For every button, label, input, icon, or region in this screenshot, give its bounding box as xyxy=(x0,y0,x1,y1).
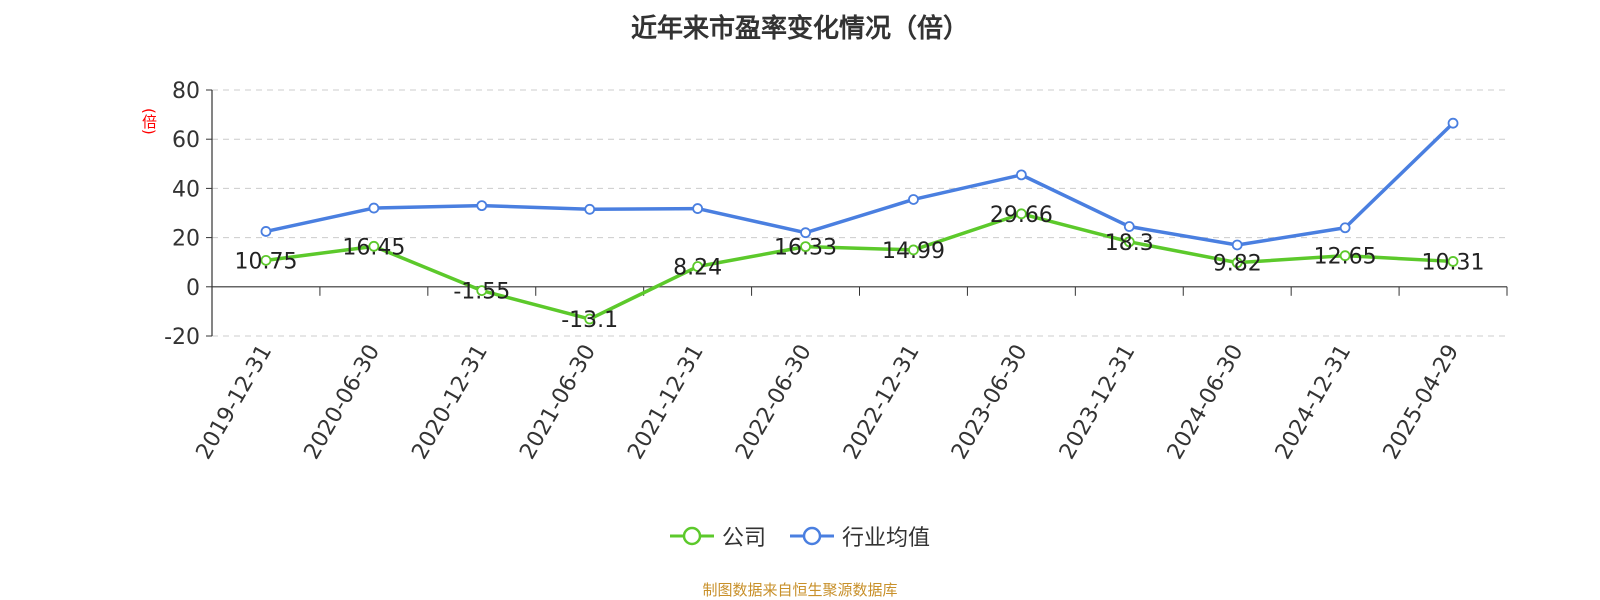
data-point-company xyxy=(908,244,919,256)
axes: -20 0 20 40 60 80 2019-12-31 2020-06-30 2020-12-… xyxy=(164,79,1508,464)
grid-lines xyxy=(212,89,1507,337)
data-point-company xyxy=(260,254,272,266)
x-tick-label: 2020-12-31 xyxy=(407,340,493,463)
data-label-company: 10.31 xyxy=(1422,250,1485,275)
data-point-company xyxy=(692,261,704,272)
x-tick-label: 2021-06-30 xyxy=(515,341,601,464)
x-tick-label: 2025-04-29 xyxy=(1379,341,1465,464)
y-axis-unit-label: (倍) xyxy=(140,108,158,135)
legend-item-company[interactable]: 公司 xyxy=(669,520,766,552)
series-lines xyxy=(260,117,1459,325)
data-point-company xyxy=(1123,236,1135,248)
data-point-company xyxy=(1231,257,1243,269)
data-label-company: -13.1 xyxy=(561,308,618,333)
y-tick-label: -20 xyxy=(164,325,200,350)
x-tick-label: 2022-06-30 xyxy=(731,341,817,464)
data-point-industry-average xyxy=(368,202,380,214)
chart-canvas: -20 0 20 40 60 80 2019-12-31 2020-06-30 2020-12-… xyxy=(164,79,1508,464)
x-tick-label: 2020-06-30 xyxy=(299,341,385,464)
legend-company-marker-icon xyxy=(669,526,714,546)
data-label-company: -1.55 xyxy=(453,280,510,305)
legend: 公司 行业均值 xyxy=(0,520,1600,552)
data-point-industry-average xyxy=(800,227,811,239)
data-point-company xyxy=(584,313,596,325)
data-label-company: 16.45 xyxy=(342,235,405,260)
chart-title: 近年来市盈率变化情况（倍） xyxy=(630,14,969,44)
y-tick-label: 0 xyxy=(186,276,200,301)
x-tick-label: 2019-12-31 xyxy=(192,341,278,464)
x-tick-label: 2024-12-31 xyxy=(1271,341,1357,464)
data-point-company xyxy=(476,285,488,297)
data-point-industry-average xyxy=(476,200,488,212)
data-point-industry-average xyxy=(1123,221,1135,232)
data-label-company: 18.3 xyxy=(1105,231,1154,256)
legend-industry-marker-icon xyxy=(790,526,834,546)
data-point-industry-average xyxy=(260,226,272,237)
data-labels: 10.75 16.45 -1.55 -13.1 8.24 16.33 14.99 29.66 1… xyxy=(234,203,1484,333)
x-tick-label: 2023-06-30 xyxy=(947,341,1033,464)
data-label-company: 9.82 xyxy=(1213,252,1262,277)
y-tick-label: 20 xyxy=(172,227,200,252)
x-tick-label: 2023-12-31 xyxy=(1055,341,1141,464)
y-tick-label: 60 xyxy=(172,128,200,153)
data-label-company: 16.33 xyxy=(774,236,837,261)
series-line-industry-average xyxy=(265,121,1455,247)
x-tick-label: 2021-12-31 xyxy=(623,341,709,464)
legend-label-company: 公司 xyxy=(721,526,766,551)
x-tick-label: 2022-12-31 xyxy=(839,340,925,463)
legend-label-industry-average: 行业均值 xyxy=(842,526,931,551)
data-point-industry-average xyxy=(584,203,596,215)
legend-item-industry-average[interactable]: 行业均值 xyxy=(790,520,930,552)
data-point-company xyxy=(1447,256,1459,267)
y-tick-label: 80 xyxy=(172,79,200,104)
data-point-industry-average xyxy=(1015,169,1027,181)
data-label-company: 12.65 xyxy=(1314,245,1377,270)
y-tick-label: 40 xyxy=(172,177,200,202)
data-label-company: 8.24 xyxy=(673,256,722,281)
data-point-industry-average xyxy=(908,194,919,205)
data-point-industry-average xyxy=(692,203,704,214)
data-point-company xyxy=(368,240,380,252)
series-line-company xyxy=(265,212,1454,321)
data-point-company xyxy=(800,241,811,253)
x-tick-label: 2024-06-30 xyxy=(1163,341,1249,464)
data-point-company xyxy=(1339,250,1351,262)
data-point-industry-average xyxy=(1339,222,1351,234)
data-point-industry-average xyxy=(1447,117,1459,129)
data-point-company xyxy=(1015,208,1027,220)
data-source-note: 制图数据来自恒生聚源数据库 xyxy=(702,581,898,599)
data-label-company: 10.75 xyxy=(234,249,297,274)
data-label-company: 14.99 xyxy=(882,239,945,264)
data-label-company: 29.66 xyxy=(990,203,1053,228)
data-point-industry-average xyxy=(1231,239,1243,251)
